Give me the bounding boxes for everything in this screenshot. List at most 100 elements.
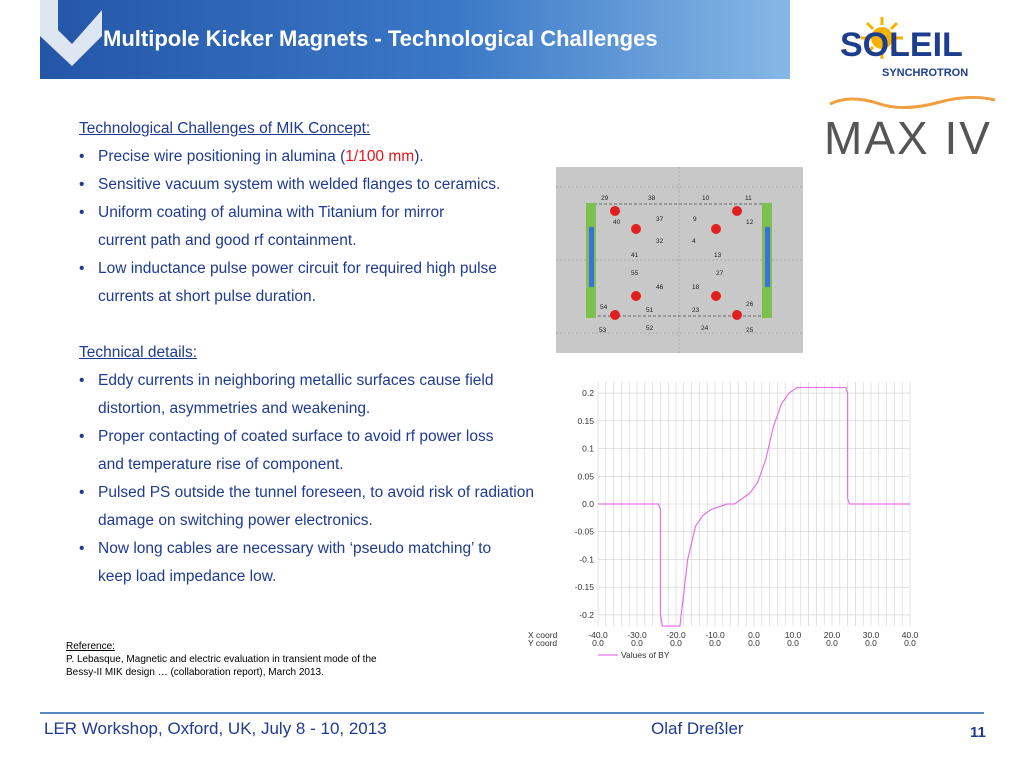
magnet-label: 54 [600, 304, 608, 311]
magnet-label: 38 [648, 195, 656, 202]
magnet-label: 32 [656, 238, 664, 245]
y-tick-label: 0.05 [577, 471, 594, 481]
x-tick-label: 40.0 [902, 630, 919, 640]
bullet-text: Pulsed PS outside the tunnel foreseen, t… [98, 484, 534, 529]
y-coord-tick-label: 0.0 [748, 638, 760, 648]
footer-event: LER Workshop, Oxford, UK, July 8 - 10, 2… [44, 719, 387, 738]
bullet-text: Low inductance pulse power circuit for r… [98, 260, 497, 305]
y-coord-tick-label: 0.0 [865, 638, 877, 648]
section-title-details: Technical details: [79, 344, 198, 361]
magnet-label: 25 [746, 327, 754, 334]
magnet-label: 11 [745, 195, 752, 202]
y-tick-label: 0.0 [582, 499, 594, 509]
y-coord-tick-label: 0.0 [787, 638, 799, 648]
y-tick-label: 0.15 [577, 416, 594, 426]
magnet-label: 12 [746, 219, 754, 226]
x-tick-label: -10.0 [705, 630, 725, 640]
footer-divider [40, 712, 984, 714]
soleil-logo-text: SOLEIL [840, 26, 963, 64]
magnet-cross-section-figure: 29 38 10 11 40 37 9 12 32 4 41 13 55 27 46 18 54 51 23 26 53… [556, 167, 803, 353]
magnet-label: 51 [646, 307, 654, 314]
bullet-icon: • [79, 204, 85, 221]
magnet-label: 29 [601, 195, 609, 202]
magnet-label: 46 [656, 284, 664, 291]
x-tick-label: 0.0 [748, 630, 760, 640]
magnet-label: 55 [631, 270, 639, 277]
magnet-label: 13 [714, 252, 722, 259]
magnet-label: 27 [716, 270, 724, 277]
max-iv-logo: MAX IV [824, 96, 996, 162]
magnet-label: 9 [693, 216, 697, 223]
legend-label: Values of BY [621, 650, 670, 660]
highlight-value: 1/100 mm [345, 148, 415, 165]
title-banner [40, 0, 790, 79]
bullet-text: ). [414, 148, 424, 165]
bullet-icon: • [79, 176, 85, 193]
bullet-icon: • [79, 540, 85, 557]
magnet-label: 23 [692, 307, 700, 314]
magnet-label: 37 [656, 216, 664, 223]
x-tick-label: 20.0 [824, 630, 841, 640]
reference-line: Bessy-II MIK design … (collaboration rep… [66, 667, 324, 678]
reference-title: Reference: [66, 641, 115, 652]
list-item: • Proper contacting of coated surface to … [79, 423, 508, 479]
y-tick-label: -0.15 [575, 582, 595, 592]
bullet-text: Proper contacting of coated surface to a… [98, 428, 494, 473]
main-text: Technological Challenges of MIK Concept:… [79, 115, 549, 591]
magnet-label: 26 [746, 301, 754, 308]
y-tick-label: -0.1 [579, 554, 594, 564]
details-list: • Eddy currents in neighboring metallic s… [79, 367, 549, 591]
y-coord-tick-label: 0.0 [826, 638, 838, 648]
magnet-label: 24 [701, 325, 709, 332]
list-item: • Eddy currents in neighboring metallic s… [79, 367, 528, 423]
list-item: • Pulsed PS outside the tunnel foreseen, … [79, 479, 553, 535]
magnet-label: 53 [599, 327, 607, 334]
magnet-label: 41 [631, 252, 639, 259]
reference-note: Reference: P. Lebasque, Magnetic and ele… [66, 640, 466, 679]
bullet-icon: • [79, 260, 85, 277]
y-coord-tick-label: 0.0 [592, 638, 604, 648]
bullet-text: Now long cables are necessary with ‘pseu… [98, 540, 492, 585]
y-coord-tick-label: 0.0 [631, 638, 643, 648]
checkmark-icon [40, 0, 102, 66]
bullet-icon: • [79, 428, 85, 445]
section-title-challenges: Technological Challenges of MIK Concept: [79, 120, 371, 137]
y-coord-tick-label: 0.0 [670, 638, 682, 648]
y-coord-tick-label: 0.0 [709, 638, 721, 648]
bullet-icon: • [79, 372, 85, 389]
footer-author: Olaf Dreßler [651, 719, 744, 738]
magnet-label: 40 [613, 219, 621, 226]
bullet-text: Precise wire positioning in alumina ( [98, 148, 346, 165]
bullet-text: Eddy currents in neighboring metallic su… [98, 372, 494, 417]
bullet-icon: • [79, 148, 85, 165]
x-tick-label: -40.0 [588, 630, 608, 640]
axis-row-label: Y coord [528, 638, 557, 648]
bullet-text: Sensitive vacuum system with welded flan… [98, 176, 501, 193]
magnet-label: 52 [646, 325, 654, 332]
magnet-label: 4 [692, 238, 696, 245]
y-tick-label: 0.1 [582, 444, 594, 454]
list-item: • Precise wire positioning in alumina (1/… [79, 143, 549, 171]
list-item: • Uniform coating of alumina with Titaniu… [79, 199, 488, 255]
x-tick-label: -30.0 [627, 630, 647, 640]
max-iv-logo-text: MAX IV [824, 112, 992, 162]
x-tick-label: -20.0 [666, 630, 686, 640]
bullet-text: Uniform coating of alumina with Titanium… [98, 204, 445, 249]
reference-line: P. Lebasque, Magnetic and electric evalu… [66, 654, 377, 665]
list-item: • Low inductance pulse power circuit for … [79, 255, 518, 311]
slide-title: Multipole Kicker Magnets - Technological… [103, 26, 658, 51]
series-line [598, 386, 910, 627]
page-number: 11 [970, 724, 986, 741]
x-tick-label: 10.0 [785, 630, 802, 640]
x-tick-label: 30.0 [863, 630, 880, 640]
challenges-list: • Precise wire positioning in alumina (1/… [79, 143, 549, 311]
soleil-logo-subtext: SYNCHROTRON [882, 67, 968, 79]
bullet-icon: • [79, 484, 85, 501]
y-tick-label: 0.2 [582, 388, 594, 398]
magnet-label: 10 [702, 195, 710, 202]
axis-row-label: X coord [528, 630, 558, 640]
list-item: • Sensitive vacuum system with welded fla… [79, 171, 549, 199]
y-tick-label: -0.05 [575, 527, 595, 537]
y-tick-label: -0.2 [579, 610, 594, 620]
field-profile-chart: 0.2 0.15 0.1 0.05 0.0 -0.05 -0.1 -0.15 -0.2 -40.0… [528, 382, 919, 660]
